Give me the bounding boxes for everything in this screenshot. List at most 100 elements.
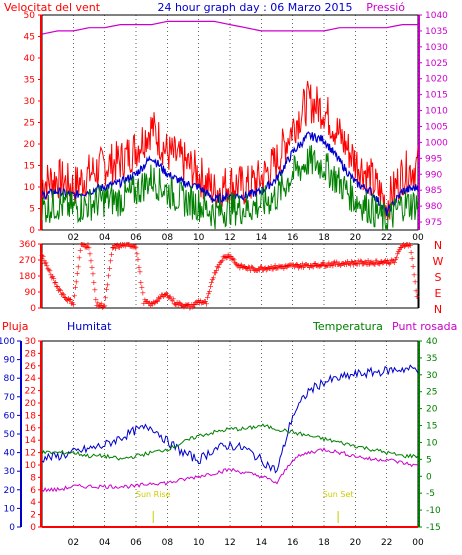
direction-point: +: [328, 261, 335, 270]
direction-point: +: [139, 283, 146, 292]
rain-tick-label: 10: [25, 461, 37, 471]
direction-point: +: [59, 289, 66, 298]
wind-tick-label: 10: [24, 183, 36, 193]
direction-point: +: [339, 259, 346, 268]
direction-point: +: [234, 261, 241, 270]
pressure-tick-label: 1040: [425, 11, 448, 21]
humidity-temperature-chart: 0102030405060708090100024681012141618202…: [0, 337, 441, 548]
direction-point: +: [216, 260, 223, 269]
direction-point: +: [267, 264, 274, 273]
direction-point: +: [240, 263, 247, 272]
direction-point: +: [215, 263, 222, 272]
temperature-tick-label: 15: [426, 422, 437, 432]
hour-label: 10: [193, 233, 205, 243]
direction-point: +: [81, 240, 88, 249]
direction-point: +: [160, 292, 167, 301]
direction-point: +: [164, 291, 171, 300]
direction-point: +: [121, 240, 128, 249]
direction-point: +: [166, 293, 173, 302]
direction-point: +: [236, 263, 243, 272]
hour-label: 00: [412, 233, 424, 243]
direction-point: +: [118, 241, 125, 250]
direction-point: +: [122, 242, 129, 251]
direction-point: +: [112, 244, 119, 253]
direction-point: +: [177, 299, 184, 308]
direction-point: +: [346, 259, 353, 268]
direction-point: +: [185, 300, 192, 309]
direction-point: +: [343, 260, 350, 269]
direction-point: +: [342, 258, 349, 267]
direction-point: +: [356, 260, 363, 269]
direction-point: +: [230, 254, 237, 263]
temperature-tick-label: -15: [426, 523, 441, 533]
direction-point: +: [294, 260, 301, 269]
direction-point: +: [163, 289, 170, 298]
direction-point: +: [137, 268, 144, 277]
direction-point: +: [140, 299, 147, 308]
direction-point: +: [281, 262, 288, 271]
direction-point: +: [184, 301, 191, 310]
direction-point: +: [373, 256, 380, 265]
pressure-tick-label: 1020: [425, 75, 448, 85]
temperature-tick-label: 20: [426, 405, 438, 415]
humidity-label: Humitat: [67, 320, 112, 333]
direction-point: +: [390, 257, 397, 266]
direction-point: +: [258, 263, 265, 272]
direction-point: +: [74, 269, 81, 278]
direction-point: +: [306, 263, 313, 272]
direction-point: +: [123, 240, 130, 249]
direction-point: +: [249, 263, 256, 272]
direction-point: +: [91, 278, 98, 287]
direction-point: +: [113, 241, 120, 250]
rain-tick-label: 8: [30, 473, 36, 483]
direction-point: +: [178, 302, 185, 311]
direction-point: +: [244, 264, 251, 273]
direction-point: +: [296, 262, 303, 271]
temperature-tick-label: -10: [426, 506, 441, 516]
direction-point: +: [161, 291, 168, 300]
rain-tick-label: 2: [30, 511, 36, 521]
direction-point: +: [238, 260, 245, 269]
compass-label: W: [433, 255, 444, 268]
direction-point: +: [131, 242, 138, 251]
direction-point: +: [273, 264, 280, 273]
direction-point: +: [282, 261, 289, 270]
direction-point: +: [274, 264, 281, 273]
direction-point: +: [290, 261, 297, 270]
humidity-tick-label: 90: [4, 356, 16, 366]
direction-point: +: [360, 259, 367, 268]
pressure-tick-label: 1030: [425, 43, 448, 53]
direction-point: +: [187, 302, 194, 311]
direction-point: +: [154, 297, 161, 306]
direction-point: +: [252, 265, 259, 274]
direction-point: +: [392, 255, 399, 264]
direction-point: +: [334, 260, 341, 269]
wind-direction-chart: 360270180900NWSEN+++++++++++++++++++++++…: [19, 239, 444, 316]
direction-point: +: [150, 298, 157, 307]
direction-point: +: [99, 303, 106, 312]
direction-point: +: [155, 293, 162, 302]
lower-hour-label: 20: [350, 538, 362, 548]
rain-tick-label: 12: [25, 449, 36, 459]
hour-label: 12: [224, 233, 235, 243]
direction-point: +: [387, 258, 394, 267]
direction-tick-label: 360: [19, 240, 36, 250]
direction-point: +: [209, 275, 216, 284]
direction-point: +: [375, 259, 382, 268]
direction-point: +: [404, 240, 411, 249]
direction-point: +: [362, 258, 369, 267]
direction-point: +: [159, 291, 166, 300]
direction-point: +: [54, 282, 61, 291]
temperature-label: Temperatura: [312, 320, 383, 333]
direction-point: +: [292, 261, 299, 270]
hour-label: 20: [350, 233, 362, 243]
direction-point: +: [384, 256, 391, 265]
direction-point: +: [411, 270, 418, 279]
direction-point: +: [337, 261, 344, 270]
wind-tick-label: 0: [29, 226, 35, 236]
pressure-tick-label: 980: [425, 202, 442, 212]
direction-point: +: [372, 260, 379, 269]
direction-point: +: [397, 243, 404, 252]
direction-point: +: [328, 259, 335, 268]
direction-point: +: [325, 261, 332, 270]
